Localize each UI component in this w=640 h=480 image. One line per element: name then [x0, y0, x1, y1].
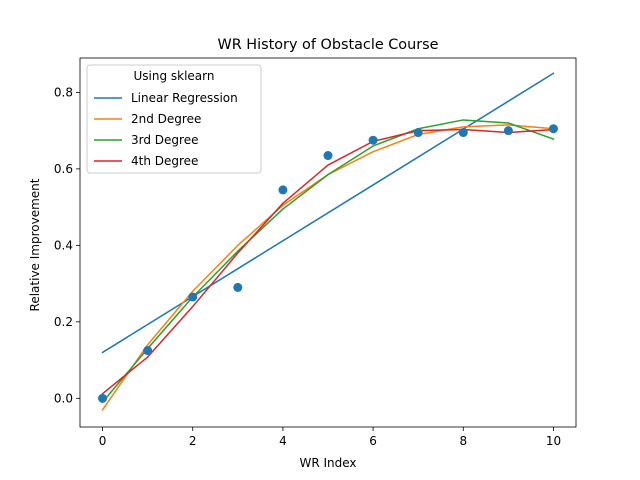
- y-tick-label: 0.0: [54, 391, 73, 405]
- x-tick-label: 8: [459, 434, 467, 448]
- x-tick-label: 2: [189, 434, 197, 448]
- x-tick-label: 10: [546, 434, 561, 448]
- scatter-point: [413, 128, 423, 138]
- legend-entry-1: 2nd Degree: [131, 112, 201, 126]
- scatter-point: [323, 151, 333, 161]
- y-tick-label: 0.2: [54, 315, 73, 329]
- scatter-point: [458, 128, 468, 138]
- series-line-3: [101, 128, 555, 395]
- scatter-point: [143, 346, 153, 356]
- series-line-0: [101, 72, 555, 354]
- scatter-point: [548, 124, 558, 134]
- y-axis: 0.0 0.2 0.4 0.6 0.8: [54, 85, 80, 405]
- scatter-point: [278, 185, 288, 195]
- scatter-point: [503, 126, 513, 136]
- scatter-point: [233, 282, 243, 292]
- legend-entry-3: 4th Degree: [131, 154, 198, 168]
- x-tick-label: 4: [279, 434, 287, 448]
- scatter-point: [368, 135, 378, 145]
- legend-entry-0: Linear Regression: [131, 91, 238, 105]
- legend: Using sklearn Linear Regression 2nd Degre…: [86, 64, 262, 174]
- scatter-point: [98, 393, 108, 403]
- legend-title: Using sklearn: [133, 69, 214, 83]
- plot-area: [79, 57, 577, 428]
- x-tick-label: 6: [369, 434, 377, 448]
- y-tick-label: 0.8: [54, 85, 73, 99]
- x-axis: 0 2 4 6 8 10: [99, 427, 561, 448]
- chart-title: WR History of Obstacle Course: [217, 37, 438, 53]
- legend-entry-2: 3rd Degree: [131, 133, 198, 147]
- legend-box: [86, 64, 262, 174]
- y-tick-label: 0.4: [54, 238, 73, 252]
- scatter-point: [188, 292, 198, 302]
- x-tick-label: 0: [99, 434, 107, 448]
- y-axis-label: Relative Improvement: [28, 178, 42, 311]
- x-axis-label: WR Index: [299, 456, 356, 470]
- series-line-2: [101, 119, 555, 404]
- y-tick-label: 0.6: [54, 162, 73, 176]
- plot-frame: [79, 57, 577, 428]
